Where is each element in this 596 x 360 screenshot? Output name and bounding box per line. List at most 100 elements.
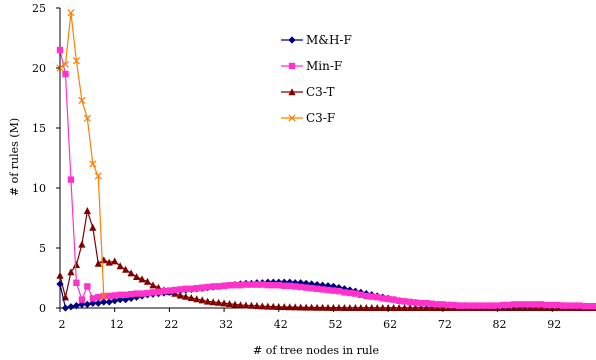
data-point-min-f — [559, 302, 567, 309]
data-point-c3-f — [78, 96, 86, 105]
data-point-c3-t — [143, 277, 152, 285]
legend-marker — [288, 114, 296, 122]
data-point-min-f — [592, 303, 596, 310]
x-tick-label: 2 — [59, 318, 66, 331]
data-point-m-h-f — [100, 298, 108, 306]
data-point-min-f — [259, 281, 266, 288]
data-point-min-f — [521, 301, 529, 308]
data-point-c3-t — [275, 303, 283, 310]
data-point-min-f — [73, 279, 80, 286]
data-point-c3-t — [258, 302, 266, 310]
data-point-c3-t — [111, 257, 119, 265]
data-point-min-f — [166, 287, 173, 294]
data-point-min-f — [204, 283, 211, 291]
legend-label: M&H-F — [306, 33, 352, 47]
data-point-min-f — [554, 301, 561, 309]
data-point-min-f — [281, 282, 288, 289]
data-point-min-f — [144, 289, 151, 297]
series-layer — [56, 9, 596, 312]
data-point-min-f — [84, 283, 91, 290]
data-point-min-f — [215, 283, 222, 290]
data-point-c3-t — [236, 301, 245, 309]
data-point-c3-t — [302, 303, 310, 311]
data-point-min-f — [439, 301, 447, 308]
legend-marker — [288, 36, 296, 44]
data-point-min-f — [488, 302, 496, 309]
data-point-c3-f — [94, 172, 102, 180]
data-point-c3-t — [384, 303, 392, 311]
data-point-min-f — [302, 284, 310, 291]
data-point-min-f — [549, 301, 556, 309]
data-point-c3-t — [56, 271, 64, 279]
data-point-min-f — [341, 289, 348, 296]
data-point-min-f — [253, 281, 261, 288]
data-point-c3-t — [176, 291, 184, 299]
data-point-c3-f — [89, 160, 97, 168]
x-tick-label: 82 — [493, 318, 507, 331]
data-point-c3-t — [351, 303, 359, 311]
data-point-min-f — [576, 302, 583, 309]
data-point-min-f — [171, 286, 179, 294]
data-point-min-f — [138, 290, 146, 297]
data-point-c3-t — [78, 240, 86, 248]
data-point-c3-t — [116, 262, 124, 270]
data-point-c3-t — [198, 296, 206, 304]
data-point-c3-t — [83, 207, 91, 214]
data-point-min-f — [467, 302, 474, 309]
data-point-c3-t — [297, 303, 305, 311]
data-point-min-f — [477, 302, 485, 309]
data-point-min-f — [587, 303, 594, 310]
data-point-min-f — [516, 301, 523, 308]
data-point-min-f — [220, 282, 228, 289]
data-point-min-f — [543, 301, 550, 309]
data-point-c3-t — [357, 303, 365, 311]
data-point-m-h-f — [78, 300, 86, 309]
data-point-c3-t — [94, 259, 102, 267]
data-point-min-f — [461, 302, 468, 309]
legend-item-m-h-f: M&H-F — [281, 33, 352, 47]
data-point-min-f — [412, 299, 419, 306]
data-point-min-f — [374, 294, 381, 301]
axes — [59, 8, 596, 309]
data-point-min-f — [406, 298, 414, 306]
data-point-c3-t — [122, 265, 130, 273]
data-point-min-f — [248, 281, 255, 288]
data-point-c3-t — [67, 268, 75, 276]
data-point-min-f — [363, 292, 370, 300]
data-point-c3-t — [247, 301, 256, 309]
data-point-min-f — [226, 282, 233, 289]
data-point-min-f — [483, 302, 490, 309]
data-point-c3-t — [100, 256, 108, 264]
data-point-min-f — [67, 176, 75, 183]
data-point-min-f — [56, 46, 64, 54]
data-point-min-f — [106, 292, 113, 300]
data-point-c3-t — [215, 298, 223, 306]
data-point-min-f — [62, 70, 69, 78]
data-point-c3-t — [318, 303, 327, 311]
y-axis-label: # of rules (M) — [8, 118, 21, 196]
data-point-c3-t — [209, 298, 217, 306]
data-point-c3-t — [225, 300, 234, 307]
data-point-min-f — [319, 286, 326, 293]
data-point-c3-t — [324, 303, 332, 311]
data-point-min-f — [209, 283, 217, 290]
data-point-min-f — [565, 302, 572, 309]
legend-label: C3-F — [306, 111, 335, 125]
data-point-c3-t — [72, 261, 81, 268]
x-tick-label: 12 — [110, 318, 124, 331]
y-tick-label: 20 — [32, 62, 46, 75]
data-point-c3-t — [422, 303, 431, 311]
data-point-c3-f — [83, 114, 91, 123]
data-point-min-f — [384, 295, 392, 303]
data-point-min-f — [127, 291, 135, 298]
data-point-c3-t — [105, 258, 113, 266]
data-point-min-f — [237, 282, 244, 289]
legend-item-min-f: Min-F — [281, 59, 342, 73]
y-tick-label: 15 — [32, 122, 46, 135]
data-point-min-f — [527, 301, 534, 308]
data-point-min-f — [199, 284, 206, 291]
legend-label: C3-T — [306, 85, 334, 99]
x-axis-label: # of tree nodes in rule — [253, 344, 379, 357]
data-point-min-f — [538, 301, 545, 308]
